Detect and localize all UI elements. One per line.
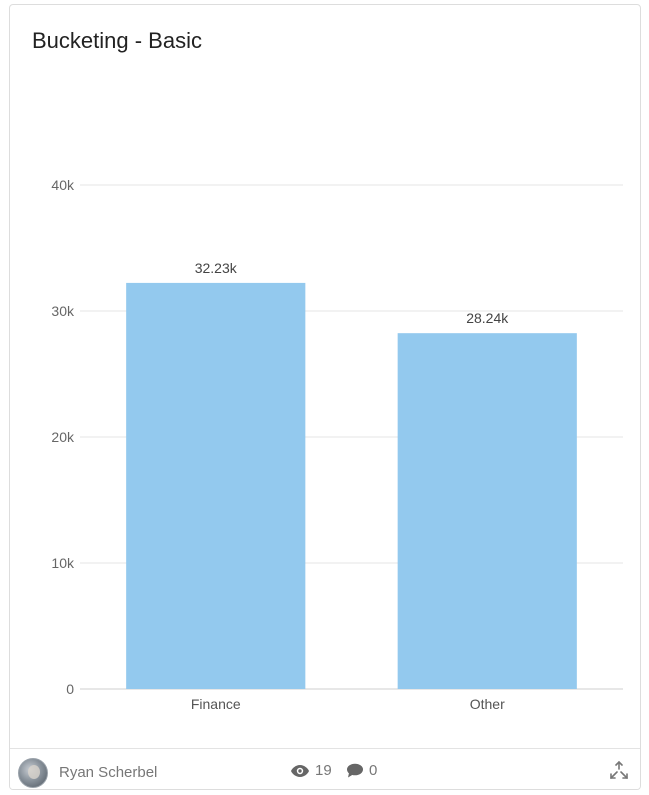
comment-count[interactable]: 0 — [346, 762, 377, 779]
view-count-value: 19 — [315, 762, 332, 779]
view-count: 19 — [290, 762, 332, 779]
bar-finance[interactable] — [126, 282, 306, 689]
comment-icon — [347, 763, 363, 778]
data-label: 32.23k — [195, 260, 238, 276]
x-tick-label: Finance — [191, 696, 241, 712]
comment-count-value: 0 — [369, 762, 378, 779]
data-label: 28.24k — [466, 310, 509, 326]
card-footer: Ryan Scherbel 19 0 — [10, 748, 640, 789]
bar-chart: 0 10k 20k 30k 40k 32.23k Finance 28.24k Other — [51, 177, 623, 712]
chart-card: Bucketing - Basic 0 10k 20k 30k 40k 32.23k Fin… — [9, 4, 641, 790]
x-tick-label: Other — [470, 696, 505, 712]
avatar[interactable] — [18, 758, 48, 788]
y-tick-label: 40k — [51, 177, 75, 193]
expand-arrows-icon[interactable] — [607, 759, 631, 783]
y-tick-label: 20k — [51, 429, 75, 445]
author-name[interactable]: Ryan Scherbel — [59, 764, 158, 781]
y-tick-label: 30k — [51, 303, 75, 319]
bar-other[interactable] — [397, 333, 577, 689]
chart-title: Bucketing - Basic — [32, 28, 202, 53]
eye-icon — [291, 764, 309, 777]
y-tick-label: 0 — [66, 681, 74, 697]
y-tick-label: 10k — [51, 555, 75, 571]
